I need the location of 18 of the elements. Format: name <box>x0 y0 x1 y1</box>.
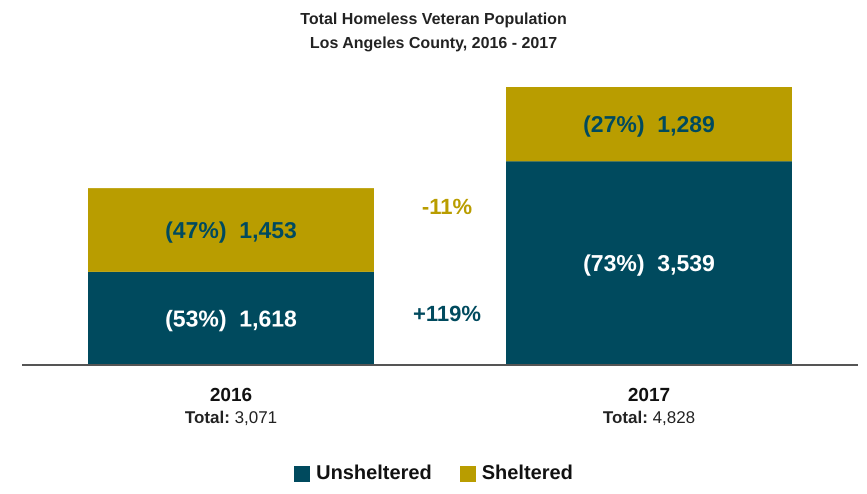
bar <box>88 188 374 272</box>
chart-title: Total Homeless Veteran Population <box>299 10 568 30</box>
x-tick-label: 2016 <box>210 385 252 406</box>
annotation: +119% <box>412 301 482 327</box>
data-label: (73%) 3,539 <box>583 250 715 276</box>
chart-subtitle: Los Angeles County, 2016 - 2017 <box>308 34 558 54</box>
bar <box>88 272 374 365</box>
bar <box>506 87 792 162</box>
data-label: (47%) 1,453 <box>165 217 297 243</box>
total-label: Total: 4,828 <box>602 408 696 427</box>
total-label: Total: 3,071 <box>184 408 278 427</box>
bar <box>506 161 792 365</box>
data-label: (53%) 1,618 <box>165 305 298 332</box>
legend-label: Sheltered <box>482 462 573 485</box>
legend-label: Unsheltered <box>316 462 432 485</box>
x-tick-label: 2017 <box>628 385 670 406</box>
annotation: -11% <box>420 194 474 220</box>
data-label: (27%) 1,289 <box>583 111 715 138</box>
